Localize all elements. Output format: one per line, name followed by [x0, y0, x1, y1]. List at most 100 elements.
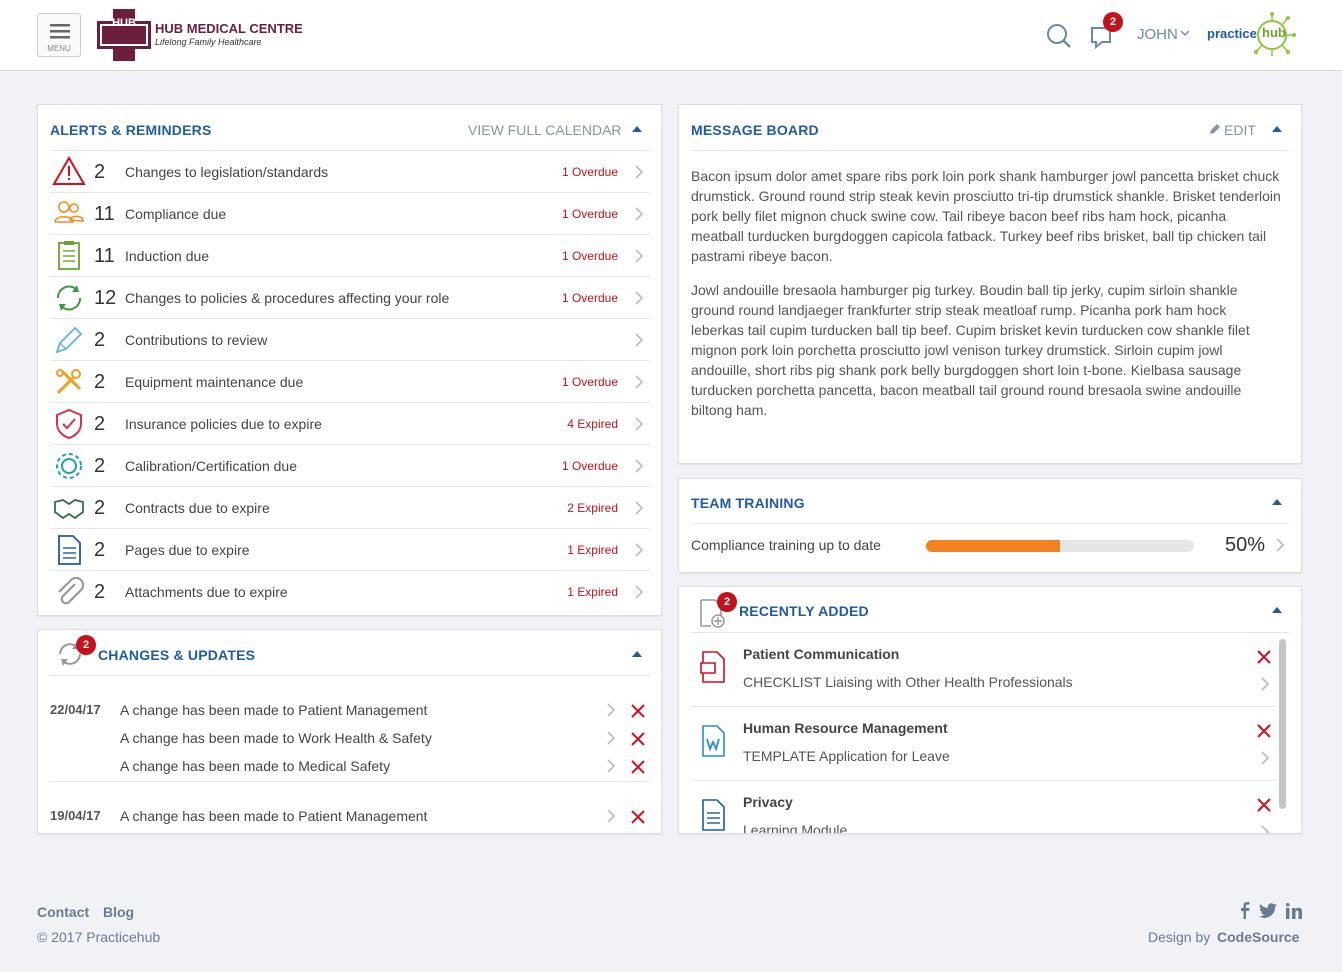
change-item[interactable]: A change has been made to Patient Manage…: [120, 702, 428, 718]
alert-count: 2: [94, 581, 106, 603]
calendar-link[interactable]: VIEW FULL CALENDAR: [468, 122, 622, 138]
alert-label: Changes to policies & procedures affecti…: [125, 290, 450, 306]
alert-icon: [54, 499, 84, 520]
recent-subtitle: Learning Module: [743, 822, 848, 833]
chevron[interactable]: [1260, 751, 1270, 765]
changes-badge: 2: [76, 635, 96, 655]
chevron[interactable]: [1260, 677, 1270, 691]
remove-button[interactable]: [1257, 798, 1271, 812]
chevron[interactable]: [606, 731, 616, 745]
chevron[interactable]: [606, 703, 616, 717]
remove-button[interactable]: [631, 810, 645, 824]
change-item[interactable]: A change has been made to Work Health & …: [120, 730, 432, 746]
icon-part: [635, 249, 644, 263]
collapse-toggle[interactable]: [1272, 607, 1282, 613]
footer-link[interactable]: Contact: [37, 904, 90, 920]
collapse-toggle[interactable]: [632, 651, 642, 657]
remove-button[interactable]: [1257, 724, 1271, 738]
search-button[interactable]: [1046, 23, 1072, 49]
icon-part: [1259, 903, 1277, 918]
facebook-link[interactable]: [1240, 902, 1250, 919]
message-paragraph: Jowl andouille bresaola hamburger pig tu…: [691, 282, 1250, 418]
collapse-toggle[interactable]: [1272, 126, 1282, 132]
file-icon: [700, 651, 725, 683]
alert-row[interactable]: 2 Equipment maintenance due 1 Overdue: [50, 361, 650, 403]
chevron[interactable]: [634, 501, 644, 515]
icon-part: [102, 26, 146, 44]
logo-tagline: Lifelong Family Healthcare: [155, 37, 262, 47]
change-item[interactable]: A change has been made to Patient Manage…: [120, 808, 428, 824]
alert-row[interactable]: 2 Pages due to expire 1 Expired: [50, 529, 650, 571]
recent-item[interactable]: Privacy Learning Module: [691, 781, 1276, 833]
icon-part: [702, 651, 725, 683]
top-bar: MENU HUB HUB MEDICAL CENTRE Lifelong Family…: [0, 0, 1342, 71]
change-item[interactable]: A change has been made to Medical Safety: [120, 758, 391, 774]
icon-part: [635, 165, 644, 179]
chevron[interactable]: [606, 759, 616, 773]
icon-part: [1257, 798, 1271, 812]
scrollbar[interactable]: [1279, 639, 1286, 809]
divider: [50, 570, 650, 571]
chevron[interactable]: [1275, 538, 1285, 552]
remove-button[interactable]: [631, 732, 645, 746]
collapse-toggle[interactable]: [632, 126, 642, 132]
linkedin-link[interactable]: [1286, 903, 1302, 919]
credit-name[interactable]: CodeSource: [1217, 929, 1300, 945]
chevron[interactable]: [634, 333, 644, 347]
menu-button[interactable]: MENU: [37, 13, 81, 57]
alert-count: 2: [94, 539, 106, 561]
alert-row[interactable]: 2 Attachments due to expire 1 Expired: [50, 571, 650, 613]
recent-title: Privacy: [743, 794, 793, 810]
icon-part: [54, 215, 84, 223]
remove-button[interactable]: [631, 760, 645, 774]
alert-row[interactable]: 2 Changes to legislation/standards 1 Overd…: [50, 151, 650, 193]
icon-part: [702, 725, 725, 757]
icon-part: [635, 207, 644, 221]
chevron[interactable]: [634, 165, 644, 179]
user-menu[interactable]: JOHN: [1137, 26, 1178, 43]
chevron[interactable]: [1260, 825, 1270, 833]
footer-link[interactable]: Blog: [103, 904, 135, 920]
chevron[interactable]: [606, 809, 616, 823]
recent-item[interactable]: Patient Communication CHECKLIST Liaising …: [691, 633, 1276, 707]
alert-row[interactable]: 11 Induction due 1 Overdue: [50, 235, 650, 277]
alert-icon: [56, 369, 82, 395]
icon-part: [632, 126, 642, 132]
icon-part: [631, 810, 645, 824]
alert-row[interactable]: 2 Insurance policies due to expire 4 Expir…: [50, 403, 650, 445]
notification-badge: 2: [1103, 12, 1123, 32]
panel-title: ALERTS & REMINDERS: [50, 122, 212, 138]
icon-part: [58, 535, 81, 565]
chevron[interactable]: [634, 417, 644, 431]
collapse-toggle[interactable]: [1272, 499, 1282, 505]
alert-status: 1 Overdue: [561, 207, 618, 221]
chevron[interactable]: [634, 543, 644, 557]
icon-part: [714, 617, 722, 625]
edit-icon: [1210, 124, 1220, 134]
alert-label: Calibration/Certification due: [125, 458, 297, 474]
chevron[interactable]: [634, 207, 644, 221]
alert-row[interactable]: 11 Compliance due 1 Overdue: [50, 193, 650, 235]
icon-part: [707, 812, 720, 824]
alert-icon: [55, 326, 83, 354]
chevron[interactable]: [634, 459, 644, 473]
recent-item[interactable]: Human Resource Management TEMPLATE Applic…: [691, 707, 1276, 781]
alert-row[interactable]: 12 Changes to policies & procedures affec…: [50, 277, 650, 319]
logo-title: HUB MEDICAL CENTRE: [155, 21, 303, 36]
remove-button[interactable]: [631, 704, 645, 718]
chevron[interactable]: [634, 291, 644, 305]
chevron[interactable]: [634, 585, 644, 599]
alert-status: 4 Expired: [567, 417, 618, 431]
chevron[interactable]: [634, 249, 644, 263]
divider: [50, 318, 650, 319]
icon-part: [702, 799, 725, 831]
icon-part: [1261, 751, 1270, 765]
remove-button[interactable]: [1257, 650, 1271, 664]
alert-row[interactable]: 2 Contributions to review: [50, 319, 650, 361]
alert-row[interactable]: 2 Calibration/Certification due 1 Overdue: [50, 445, 650, 487]
icon-part: [55, 326, 83, 354]
edit-link[interactable]: EDIT: [1224, 122, 1256, 138]
chevron[interactable]: [634, 375, 644, 389]
alert-row[interactable]: 2 Contracts due to expire 2 Expired: [50, 487, 650, 529]
twitter-link[interactable]: [1259, 903, 1277, 918]
